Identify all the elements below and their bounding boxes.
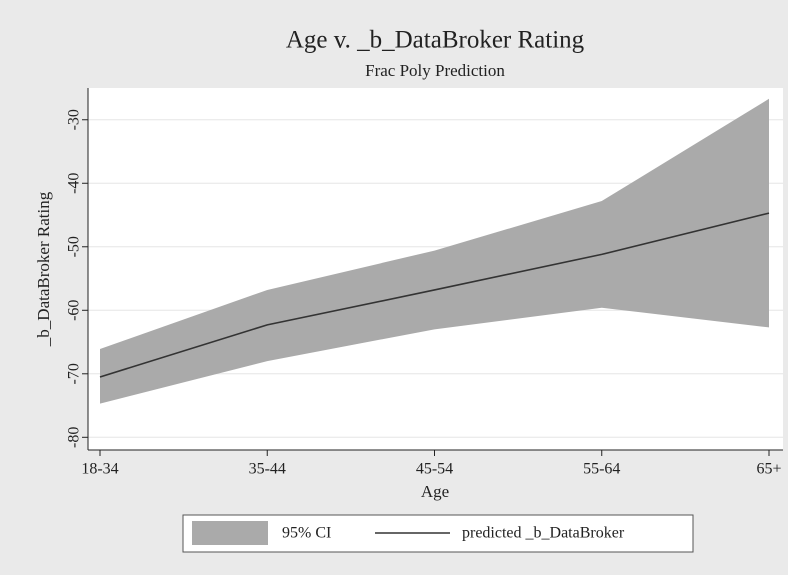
y-tick-label: -30 (66, 109, 83, 130)
y-tick-label: -40 (66, 173, 83, 194)
y-tick-label: -60 (66, 300, 83, 321)
line (99, 212, 770, 378)
legend-label: 95% CI (282, 525, 331, 542)
y-axis-label: _b_DataBroker Rating (34, 191, 53, 347)
chart-title: Age v. _b_DataBroker Rating (286, 27, 585, 54)
x-tick-label: 18-34 (81, 461, 118, 478)
x-tick-label: 65+ (756, 461, 781, 478)
x-tick-label: 45-54 (416, 461, 453, 478)
chart-subtitle: Frac Poly Prediction (365, 61, 505, 80)
ci-band (100, 98, 769, 404)
y-tick-label: -70 (66, 363, 83, 384)
legend-label: predicted _b_DataBroker (462, 525, 625, 542)
x-axis-label: Age (421, 482, 449, 501)
x-tick-label: 35-44 (249, 461, 286, 478)
y-tick-label: -50 (66, 236, 83, 257)
y-tick-label: -80 (66, 427, 83, 448)
legend-swatch (192, 521, 268, 545)
x-tick-label: 55-64 (583, 461, 620, 478)
